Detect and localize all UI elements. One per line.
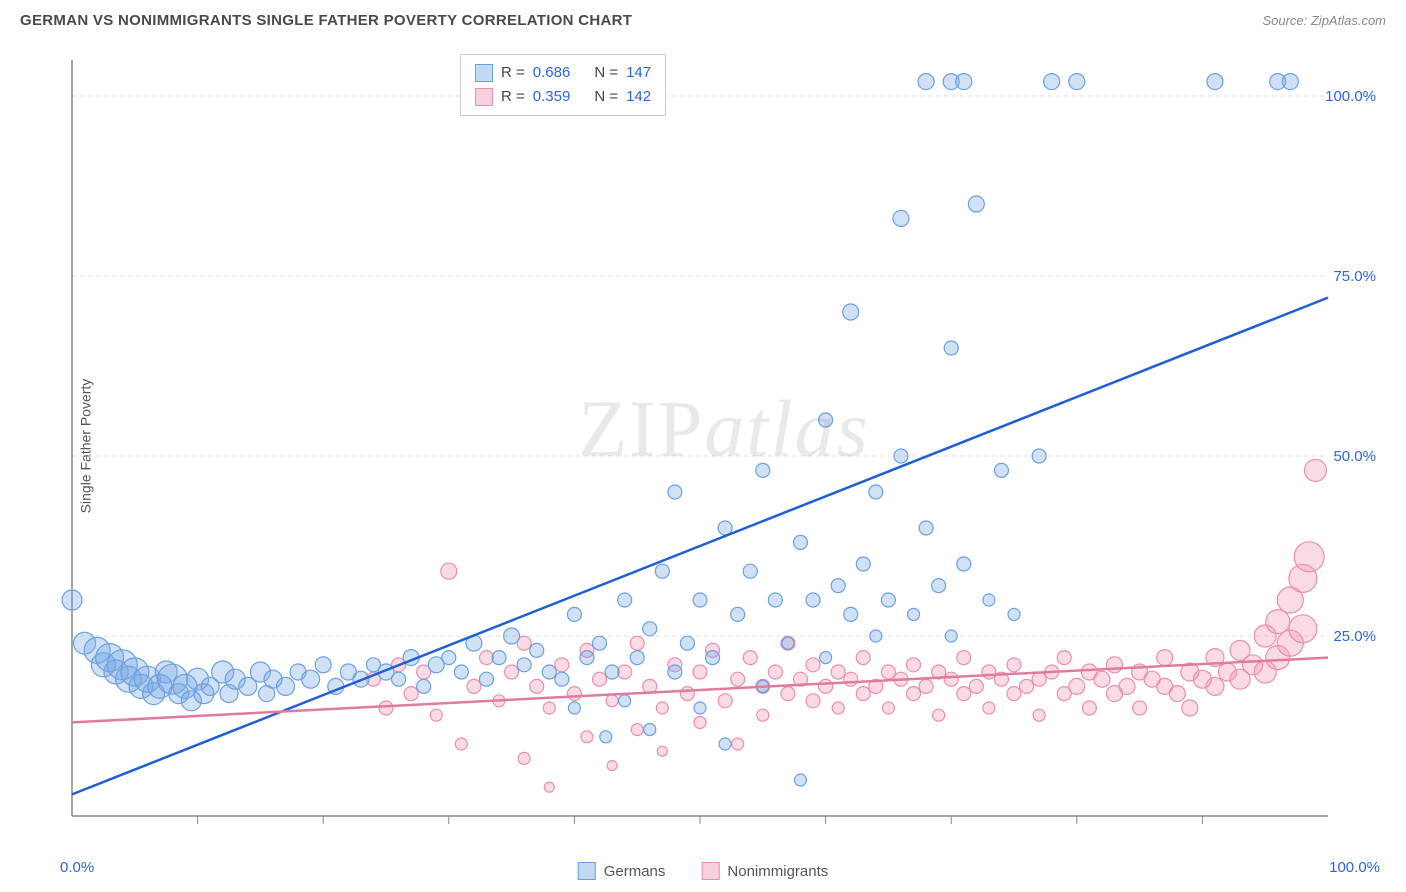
n-value: 142 [626, 85, 651, 109]
svg-text:25.0%: 25.0% [1333, 628, 1376, 645]
svg-text:100.0%: 100.0% [1325, 88, 1376, 105]
n-label: N = [594, 61, 618, 85]
r-value: 0.686 [533, 61, 571, 85]
svg-text:75.0%: 75.0% [1333, 268, 1376, 285]
stats-legend: R = 0.686 N = 147 R = 0.359 N = 142 [460, 54, 666, 116]
legend-label: Nonimmigrants [727, 863, 828, 880]
source-text: Source: ZipAtlas.com [1262, 13, 1386, 28]
legend-item: Nonimmigrants [701, 862, 828, 880]
r-value: 0.359 [533, 85, 571, 109]
r-label: R = [501, 85, 525, 109]
n-value: 147 [626, 61, 651, 85]
r-label: R = [501, 61, 525, 85]
stats-legend-row: R = 0.359 N = 142 [475, 85, 651, 109]
n-label: N = [594, 85, 618, 109]
pink-series [366, 459, 1326, 792]
chart-title: GERMAN VS NONIMMIGRANTS SINGLE FATHER PO… [20, 12, 632, 29]
x-axis-start-label: 0.0% [60, 859, 94, 876]
legend-swatch [701, 862, 719, 880]
svg-text:50.0%: 50.0% [1333, 448, 1376, 465]
x-axis-end-label: 100.0% [1329, 859, 1380, 876]
blue-series [62, 74, 1298, 786]
legend-item: Germans [578, 862, 666, 880]
scatter-chart-svg: 25.0% 50.0% 75.0% 100.0% [60, 48, 1380, 828]
legend-label: Germans [604, 863, 666, 880]
legend-swatch [475, 64, 493, 82]
chart-area: 25.0%50.0%75.0%100.0% ZIPatlas R = 0.686… [60, 48, 1388, 844]
legend-swatch [475, 88, 493, 106]
series-legend: Germans Nonimmigrants [578, 862, 829, 880]
legend-swatch [578, 862, 596, 880]
stats-legend-row: R = 0.686 N = 147 [475, 61, 651, 85]
